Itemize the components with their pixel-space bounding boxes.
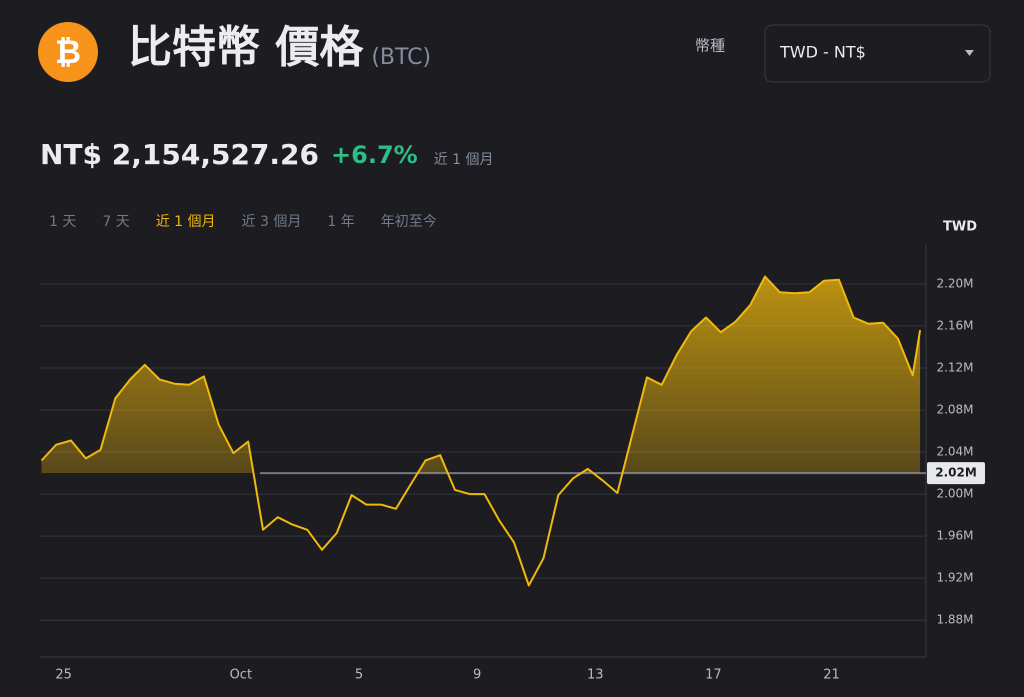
x-tick-label: 9 [473,668,481,683]
x-tick-label: 25 [55,668,72,683]
price-area [41,276,921,474]
y-tick-label: 1.88M [936,613,973,627]
x-tick-label: 5 [355,668,363,683]
page-title: 比特幣 價格 [128,22,364,73]
x-tick-label: 21 [823,668,840,683]
currency-value[interactable]: TWD - NT$ [779,43,866,62]
coin-glyph: ₿ [55,33,81,71]
y-tick-label: 2.00M [936,487,973,501]
x-tick-label: Oct [230,668,252,683]
y-tick-label: 1.92M [936,571,973,585]
x-tick-label: 17 [705,668,722,683]
range-tab[interactable]: 近 3 個月 [242,214,302,230]
dropdown-caret[interactable] [965,50,974,56]
range-tab[interactable]: 7 天 [102,214,129,230]
y-tick-label: 2.12M [936,360,973,374]
y-tick-label: 2.16M [936,318,973,332]
baseline-label-bg [927,462,985,485]
price: NT$ 2,154,527.26 [40,138,319,171]
range-tab[interactable]: 1 年 [327,214,354,230]
coin-icon [38,22,98,82]
price-line [40,275,922,587]
y-tick-label: 2.20M [936,276,973,290]
y-tick-label: 2.08M [936,403,973,417]
range-tab[interactable]: 近 1 個月 [156,214,216,230]
currency-dropdown[interactable] [764,24,991,83]
range-tab[interactable]: 1 天 [49,214,76,230]
y-axis-label: TWD [943,220,977,235]
ticker: (BTC) [371,45,431,70]
change-period: 近 1 個月 [434,152,494,168]
y-tick-label: 2.04M [936,445,973,459]
baseline-label: 2.02M [935,466,977,480]
range-tab[interactable]: 年初至今 [381,213,437,230]
price-change: +6.7% [331,141,418,169]
x-tick-label: 13 [587,668,604,683]
currency-label: 幣種 [695,37,725,55]
y-tick-label: 1.96M [936,529,973,543]
